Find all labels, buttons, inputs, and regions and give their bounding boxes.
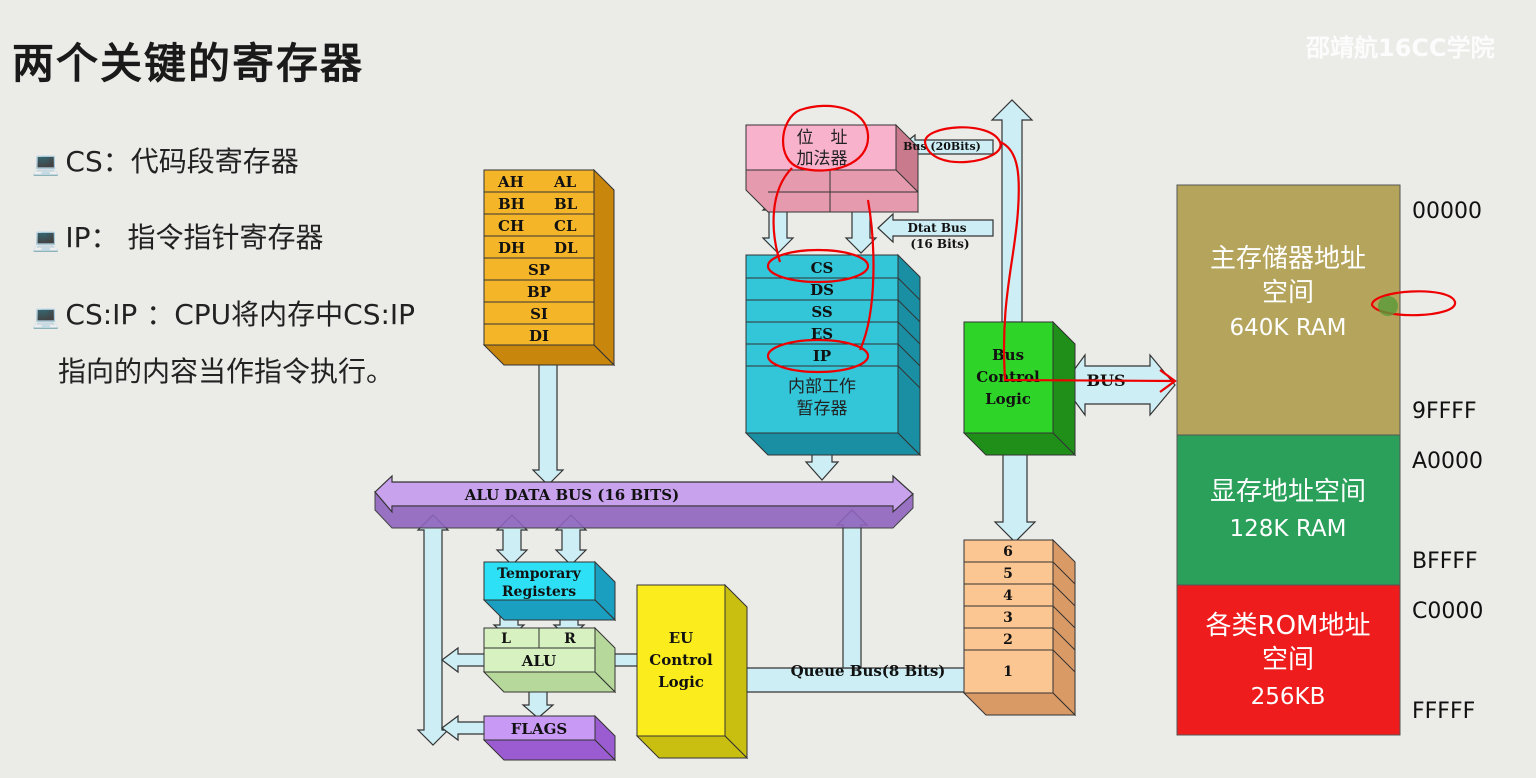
reg-ss: SS	[811, 303, 832, 321]
mem-rom-1: 各类ROM地址	[1206, 611, 1371, 641]
alu-data-bus: ALU DATA BUS (16 BITS)	[375, 476, 913, 528]
mem-video-2: 128K RAM	[1230, 516, 1347, 542]
alu-l-label: L	[501, 631, 511, 647]
addr-00000: 00000	[1412, 199, 1482, 224]
queue-slot: 3	[1003, 610, 1013, 626]
reg-bl: BL	[554, 195, 578, 213]
adder-line-2: 加法器	[797, 149, 848, 169]
queue-slot: 4	[1003, 588, 1013, 604]
queue-slot: 6	[1003, 544, 1013, 560]
reg-al: AL	[553, 173, 577, 191]
reg-bh: BH	[498, 195, 525, 213]
eu-control-logic: EU Control Logic	[637, 585, 747, 758]
reg-si: SI	[530, 305, 548, 323]
reg-ip: IP	[813, 347, 831, 365]
flags-label: FLAGS	[511, 720, 567, 738]
data-bus-label-1: Dtat Bus	[907, 221, 966, 235]
addr-bffff: BFFFF	[1412, 549, 1478, 574]
internal-temp-2: 暂存器	[797, 399, 848, 419]
memory-main-block	[1177, 185, 1400, 435]
reg-dl: DL	[554, 239, 578, 257]
mem-video-1: 显存地址空间	[1210, 477, 1366, 507]
temporary-registers: Temporary Registers	[484, 562, 615, 620]
queue-slot: 5	[1003, 566, 1013, 582]
queue-bus-label: Queue Bus(8 Bits)	[791, 662, 946, 680]
general-registers: AH AL BH BL CH CL DH DL SP BP SI DI	[484, 170, 614, 365]
bus-20-label: Bus (20Bits)	[903, 140, 981, 153]
eu-control-3: Logic	[658, 673, 704, 691]
alu-unit: L R ALU	[484, 628, 615, 692]
segment-registers: CS DS SS ES IP 内部工作 暂存器	[746, 255, 920, 455]
reg-dh: DH	[498, 239, 525, 257]
alu-r-label: R	[564, 631, 576, 647]
queue-slot: 2	[1003, 632, 1013, 648]
addr-a0000: A0000	[1412, 449, 1483, 474]
data-bus-label-2: (16 Bits)	[910, 237, 969, 251]
bus-control-1: Bus	[992, 346, 1024, 364]
reg-ch: CH	[498, 217, 524, 235]
temp-reg-1: Temporary	[497, 566, 581, 582]
memory-map: 主存储器地址 空间 640K RAM 显存地址空间 128K RAM 各类ROM…	[1177, 185, 1483, 735]
flags-register: FLAGS	[484, 716, 615, 760]
reg-cl: CL	[554, 217, 577, 235]
connector-arrow	[837, 510, 867, 668]
connector-arrow	[442, 716, 485, 740]
eu-control-2: Control	[649, 651, 713, 669]
connector-arrow	[992, 100, 1032, 322]
reg-di: DI	[529, 327, 549, 345]
mem-rom-3: 256KB	[1251, 684, 1326, 710]
bus-control-logic: Bus Control Logic	[964, 322, 1075, 455]
addr-9ffff: 9FFFF	[1412, 399, 1477, 424]
connector-arrow	[523, 690, 553, 718]
connector-arrow	[418, 515, 448, 745]
addr-fffff: FFFFF	[1412, 699, 1475, 724]
temp-reg-2: Registers	[502, 584, 576, 600]
reg-bp: BP	[527, 283, 551, 301]
reg-sp: SP	[528, 261, 550, 279]
reg-ah: AH	[497, 173, 524, 191]
bus-control-3: Logic	[985, 390, 1031, 408]
reg-ds: DS	[810, 281, 834, 299]
bus-control-2: Control	[976, 368, 1040, 386]
pointer-dot	[1378, 296, 1398, 316]
alu-label: ALU	[521, 652, 556, 670]
mem-main-1: 主存储器地址	[1210, 244, 1366, 274]
addr-c0000: C0000	[1412, 599, 1483, 624]
connector-arrow	[442, 648, 485, 672]
eu-control-1: EU	[669, 629, 694, 647]
queue-slot: 1	[1003, 664, 1013, 680]
mem-main-2: 空间	[1262, 278, 1314, 308]
mem-main-3: 640K RAM	[1230, 315, 1347, 341]
mem-rom-2: 空间	[1262, 645, 1314, 675]
memory-video-block	[1177, 435, 1400, 585]
adder-line-1: 位 址	[797, 128, 848, 148]
alu-bus-label: ALU DATA BUS (16 BITS)	[464, 486, 680, 504]
reg-cs: CS	[811, 259, 834, 277]
instruction-queue: 6 5 4 3 2 1	[964, 540, 1075, 715]
internal-temp-1: 内部工作	[788, 377, 856, 397]
